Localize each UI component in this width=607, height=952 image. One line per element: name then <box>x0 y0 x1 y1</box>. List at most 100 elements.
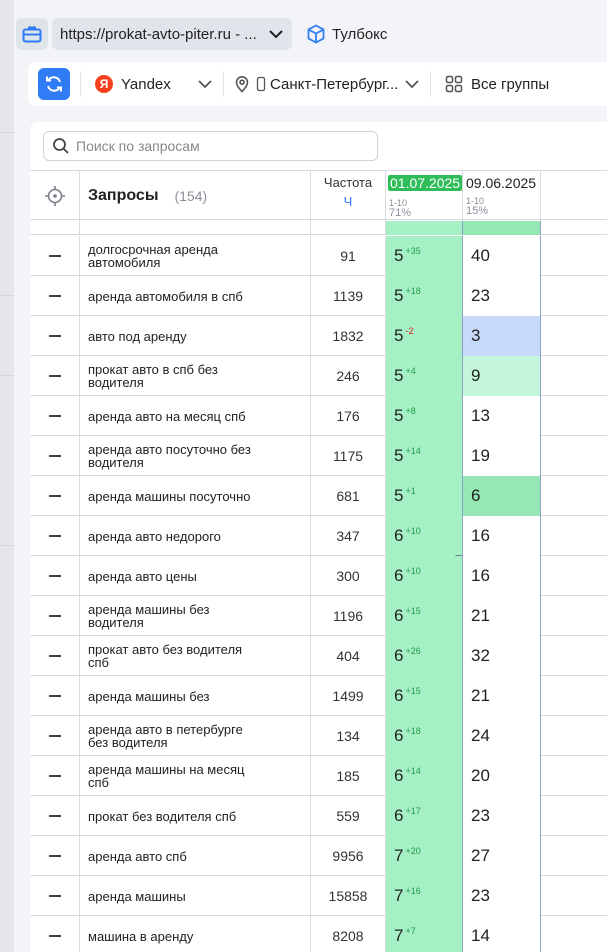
row-toggle-button[interactable] <box>30 596 80 636</box>
date-column-header[interactable]: 01.07.2025 1-10 71% <box>386 171 463 221</box>
previous-position-cell[interactable]: 23 <box>463 276 541 316</box>
search-input[interactable] <box>76 138 366 154</box>
minus-icon <box>48 575 61 577</box>
row-toggle-button[interactable] <box>30 916 80 952</box>
frequency-cell: 1196 <box>310 596 386 636</box>
previous-position-cell[interactable]: 40 <box>463 236 541 276</box>
query-text-line: водителя <box>88 375 144 390</box>
position-cell[interactable]: 5 +14 <box>386 436 463 476</box>
position-cell[interactable]: 6 +14 <box>386 756 463 796</box>
site-selector[interactable]: https://prokat-avto-piter.ru - ... <box>52 18 292 50</box>
table-row[interactable]: машина в аренду 8208 7 +7 14 <box>30 916 607 952</box>
previous-position-cell[interactable]: 16 <box>463 516 541 556</box>
table-row[interactable]: аренда машины без 1499 6 +15 21 <box>30 676 607 716</box>
table-row[interactable]: аренда авто спб 9956 7 +20 27 <box>30 836 607 876</box>
position-cell[interactable]: 6 +26 <box>386 636 463 676</box>
row-toggle-button[interactable] <box>30 876 80 916</box>
minus-icon <box>48 375 61 377</box>
refresh-button[interactable] <box>38 68 70 100</box>
position-cell[interactable]: 6 +10 <box>386 556 463 596</box>
table-row[interactable]: авто под аренду 1832 5 -2 3 <box>30 316 607 356</box>
position-cell[interactable]: 7 +7 <box>386 916 463 952</box>
date-column-header[interactable]: 09.06.2025 1-10 15% <box>463 171 541 221</box>
table-row[interactable]: прокат авто в спб без водителя 246 5 +4 9 <box>30 356 607 396</box>
select-all-button[interactable] <box>30 171 80 221</box>
position-cell[interactable]: 7 +20 <box>386 836 463 876</box>
previous-position-cell[interactable]: 23 <box>463 876 541 916</box>
table-row[interactable]: аренда автомобиля в спб 1139 5 +18 23 <box>30 276 607 316</box>
position-cell[interactable]: 6 +15 <box>386 596 463 636</box>
table-row[interactable]: аренда авто в петербурге без водителя 134 6… <box>30 716 607 756</box>
row-toggle-button[interactable] <box>30 236 80 276</box>
query-text: аренда машины без <box>88 676 303 716</box>
search-engine-select[interactable]: Я Yandex <box>95 75 223 93</box>
groups-select[interactable]: Все группы <box>445 75 549 93</box>
previous-position-cell[interactable]: 27 <box>463 836 541 876</box>
table-row[interactable]: аренда авто на месяц спб 176 5 +8 13 <box>30 396 607 436</box>
row-toggle-button[interactable] <box>30 476 80 516</box>
position-cell[interactable]: 5 +1 <box>386 476 463 516</box>
position-cell[interactable]: 5 +35 <box>386 236 463 276</box>
previous-position-cell[interactable]: 9 <box>463 356 541 396</box>
table-row[interactable]: аренда машины 15858 7 +16 23 <box>30 876 607 916</box>
query-text: прокат авто в спб без водителя <box>88 356 303 396</box>
region-select[interactable]: Санкт-Петербург... <box>234 75 430 93</box>
position-cell[interactable]: 6 +18 <box>386 716 463 756</box>
frequency-column-header[interactable]: Частота Ч <box>310 171 386 221</box>
previous-position-cell[interactable]: 32 <box>463 636 541 676</box>
table-row[interactable]: аренда авто недорого 347 6 +10 16 <box>30 516 607 562</box>
position-cell[interactable]: 6 +15 <box>386 676 463 716</box>
query-column-header[interactable]: Запросы (154) <box>88 171 207 221</box>
row-toggle-button[interactable] <box>30 636 80 676</box>
row-toggle-button[interactable] <box>30 316 80 356</box>
row-toggle-button[interactable] <box>30 516 80 556</box>
table-row[interactable]: долгосрочная аренда автомобиля 91 5 +35 40 <box>30 236 607 276</box>
previous-position-cell[interactable]: 3 <box>463 316 541 356</box>
row-toggle-button[interactable] <box>30 276 80 316</box>
position-cell[interactable]: 5 +8 <box>386 396 463 436</box>
table-row[interactable]: аренда авто цены 300 6 +10 16 <box>30 556 607 596</box>
row-toggle-button[interactable] <box>30 796 80 836</box>
frequency-cell: 91 <box>310 236 386 276</box>
left-edge-divider <box>0 132 14 133</box>
row-toggle-button[interactable] <box>30 676 80 716</box>
position-cell[interactable]: 5 +18 <box>386 276 463 316</box>
query-text-line: аренда автомобиля в спб <box>88 288 243 304</box>
position-cell[interactable]: 5 +4 <box>386 356 463 396</box>
row-toggle-button[interactable] <box>30 836 80 876</box>
table-row[interactable]: аренда машины на месяц спб 185 6 +14 20 <box>30 756 607 796</box>
position-cell[interactable]: 6 +17 <box>386 796 463 836</box>
position-cell[interactable]: 7 +16 <box>386 876 463 916</box>
previous-position-cell[interactable]: 6 <box>463 476 541 516</box>
query-text: аренда авто недорого <box>88 516 303 556</box>
location-pin-icon <box>235 76 249 93</box>
previous-position-cell[interactable]: 16 <box>463 556 541 596</box>
row-toggle-button[interactable] <box>30 396 80 436</box>
position-value: 7 <box>394 886 404 905</box>
row-toggle-button[interactable] <box>30 716 80 756</box>
previous-position-cell[interactable]: 14 <box>463 916 541 952</box>
previous-position-cell[interactable]: 24 <box>463 716 541 756</box>
position-cell[interactable]: 5 -2 <box>386 316 463 356</box>
row-toggle-button[interactable] <box>30 756 80 796</box>
table-row[interactable]: аренда машины посуточно 681 5 +1 6 <box>30 476 607 516</box>
toolbox-button[interactable]: Тулбокс <box>306 24 387 44</box>
position-delta: +17 <box>405 806 421 816</box>
table-row[interactable]: аренда машины без водителя 1196 6 +15 21 <box>30 596 607 636</box>
previous-position-cell[interactable]: 23 <box>463 796 541 836</box>
projects-button[interactable] <box>16 18 48 50</box>
row-toggle-button[interactable] <box>30 436 80 476</box>
row-toggle-button[interactable] <box>30 356 80 396</box>
position-cell[interactable]: 6 +10 <box>386 516 463 562</box>
previous-position-cell[interactable]: 19 <box>463 436 541 476</box>
table-row[interactable]: аренда авто посуточно без водителя 1175 5 +1… <box>30 436 607 476</box>
previous-position-cell[interactable]: 21 <box>463 676 541 716</box>
previous-position-cell[interactable]: 13 <box>463 396 541 436</box>
position-value: 6 <box>394 766 404 785</box>
frequency-header-title: Частота <box>323 175 373 190</box>
row-toggle-button[interactable] <box>30 556 80 596</box>
previous-position-cell[interactable]: 20 <box>463 756 541 796</box>
previous-position-cell[interactable]: 21 <box>463 596 541 636</box>
table-row[interactable]: прокат без водителя спб 559 6 +17 23 <box>30 796 607 836</box>
table-row[interactable]: прокат авто без водителя спб 404 6 +26 32 <box>30 636 607 676</box>
